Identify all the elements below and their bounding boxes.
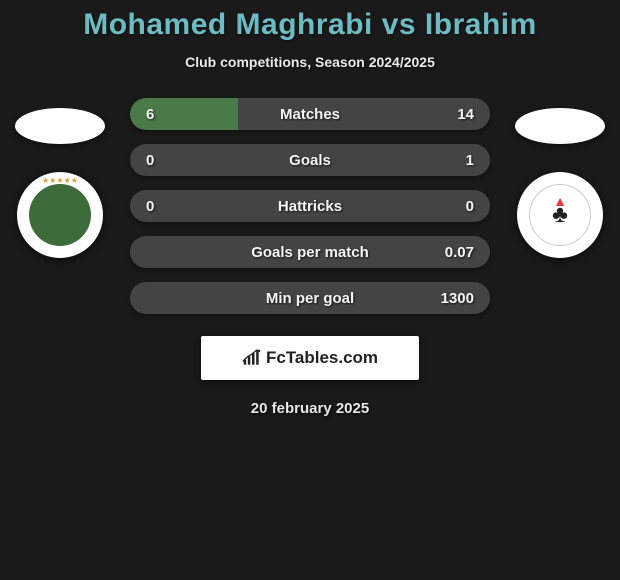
stat-label: Goals — [289, 152, 331, 169]
page-subtitle: Club competitions, Season 2024/2025 — [0, 54, 620, 70]
left-club-badge-inner: ★★★★★ — [29, 184, 91, 246]
stat-right-value: 14 — [457, 106, 474, 123]
stars-icon: ★★★★★ — [42, 176, 78, 185]
stat-left-value: 0 — [146, 152, 154, 169]
brand-text: FcTables.com — [266, 348, 378, 368]
date-text: 20 february 2025 — [0, 400, 620, 417]
stat-bar: 0 Hattricks 0 — [130, 190, 490, 222]
stat-left-value: 0 — [146, 198, 154, 215]
stat-label: Hattricks — [278, 198, 342, 215]
brand-box: FcTables.com — [201, 336, 419, 380]
stat-right-value: 1300 — [441, 290, 474, 307]
chart-icon — [242, 349, 262, 367]
right-player-column: ▲ ♣ — [510, 98, 610, 258]
left-player-column: ★★★★★ — [10, 98, 110, 258]
stat-bar: 0 Goals 1 — [130, 144, 490, 176]
stat-right-value: 0.07 — [445, 244, 474, 261]
right-country-flag — [515, 108, 605, 144]
left-club-badge: ★★★★★ — [17, 172, 103, 258]
stat-left-value: 6 — [146, 106, 154, 123]
page-title: Mohamed Maghrabi vs Ibrahim — [0, 8, 620, 42]
left-country-flag — [15, 108, 105, 144]
stat-label: Min per goal — [266, 290, 354, 307]
infographic-container: Mohamed Maghrabi vs Ibrahim Club competi… — [0, 0, 620, 417]
stat-bar: 6 Matches 14 — [130, 98, 490, 130]
stat-label: Matches — [280, 106, 340, 123]
stat-bar: Goals per match 0.07 — [130, 236, 490, 268]
stat-label: Goals per match — [251, 244, 369, 261]
stat-bar: Min per goal 1300 — [130, 282, 490, 314]
stats-column: 6 Matches 14 0 Goals 1 0 Hattricks 0 Goals per ma… — [130, 98, 490, 314]
comparison-row: ★★★★★ 6 Matches 14 0 Goals 1 0 Hattricks 0 Goals … — [0, 98, 620, 314]
stat-right-value: 1 — [466, 152, 474, 169]
right-club-badge: ▲ ♣ — [517, 172, 603, 258]
stat-right-value: 0 — [466, 198, 474, 215]
flame-icon: ▲ — [553, 193, 567, 209]
right-club-badge-inner: ▲ ♣ — [529, 184, 591, 246]
